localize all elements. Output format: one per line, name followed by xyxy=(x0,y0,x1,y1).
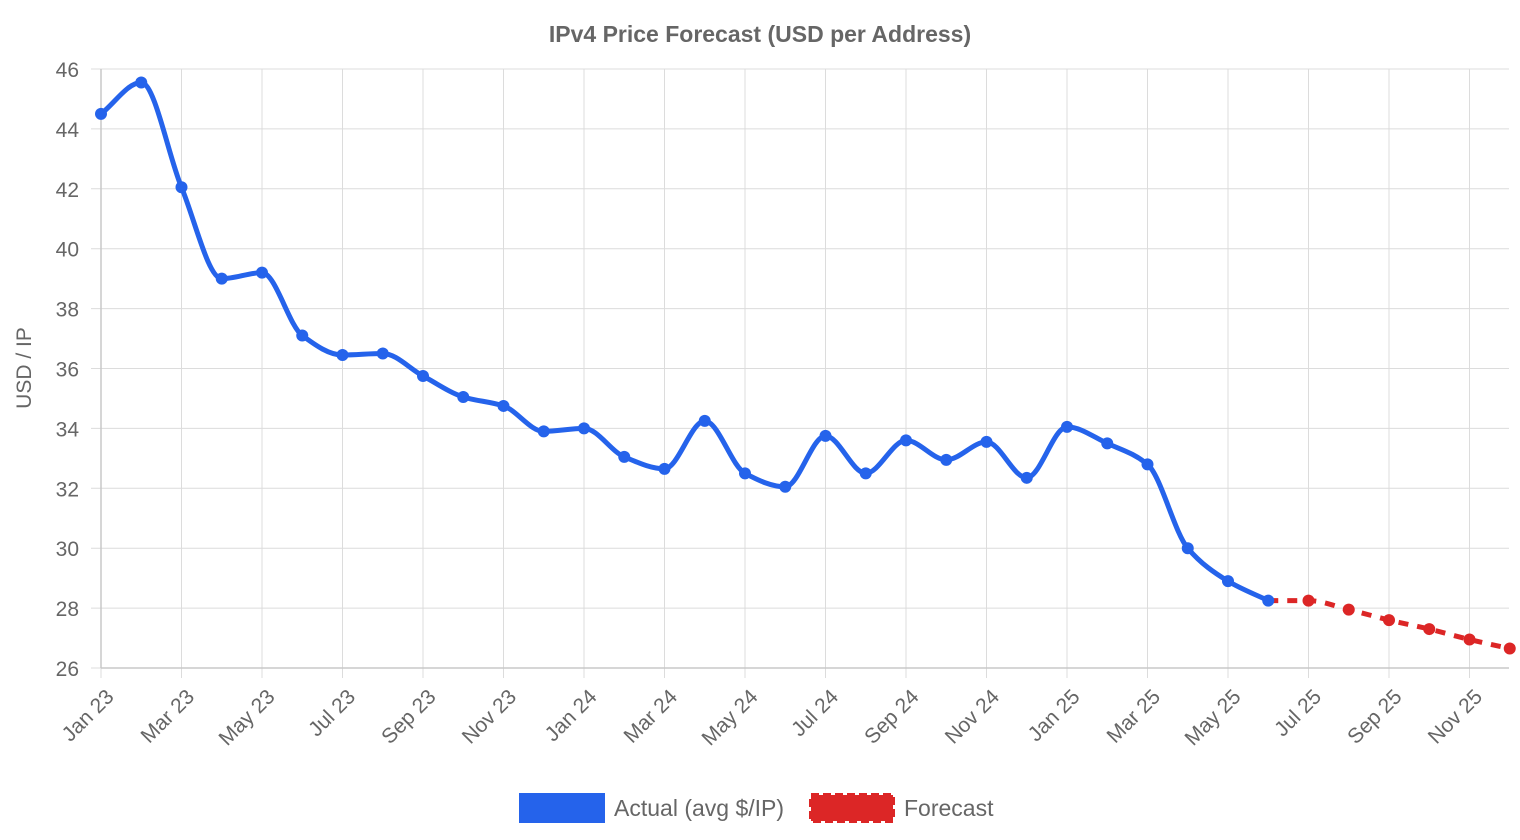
y-tick-labels: 26 28 30 32 34 36 38 40 42 44 46 xyxy=(56,59,80,681)
x-tick-label: May 24 xyxy=(698,685,763,750)
y-tick-label: 30 xyxy=(56,538,79,561)
data-point-forecast[interactable] xyxy=(1383,614,1395,627)
x-tick-label: Nov 24 xyxy=(941,685,1005,749)
x-tick-label: Nov 25 xyxy=(1424,685,1487,748)
x-tick-label: Mar 24 xyxy=(620,685,683,748)
x-tick-label: Sep 23 xyxy=(377,685,440,748)
data-point-forecast[interactable] xyxy=(1463,633,1476,646)
y-axis-label: USD / IP xyxy=(13,327,36,409)
data-point-actual[interactable] xyxy=(779,480,792,493)
data-point-actual[interactable] xyxy=(417,369,429,382)
data-point-actual[interactable] xyxy=(658,462,671,475)
x-tick-label: Nov 23 xyxy=(458,685,521,748)
y-tick-label: 38 xyxy=(56,299,79,322)
x-tick-label: Mar 25 xyxy=(1103,685,1165,747)
data-point-actual[interactable] xyxy=(1061,420,1073,433)
x-tick-label: Jan 23 xyxy=(58,685,119,746)
data-point-actual[interactable] xyxy=(819,429,832,442)
data-point-actual[interactable] xyxy=(336,349,349,362)
axes xyxy=(100,69,1509,669)
data-point-actual[interactable] xyxy=(1020,471,1033,484)
data-point-forecast[interactable] xyxy=(1503,642,1516,655)
x-tick-label: Jul 25 xyxy=(1270,685,1326,741)
y-tick-label: 44 xyxy=(56,119,80,142)
data-point-actual[interactable] xyxy=(175,181,188,194)
chart-title: IPv4 Price Forecast (USD per Address) xyxy=(549,21,971,47)
y-tick-label: 32 xyxy=(56,478,79,501)
x-tick-label: Jan 24 xyxy=(541,685,602,746)
legend-swatch-forecast xyxy=(809,793,895,823)
data-point-forecast[interactable] xyxy=(1342,603,1355,616)
x-tick-label: Sep 24 xyxy=(860,685,924,749)
data-point-actual[interactable] xyxy=(215,272,228,285)
data-point-forecast[interactable] xyxy=(1423,623,1436,636)
series-layer xyxy=(95,76,1516,655)
legend-label-actual: Actual (avg $/IP) xyxy=(614,795,784,821)
y-tick-label: 28 xyxy=(56,598,79,621)
data-point-actual[interactable] xyxy=(135,76,148,89)
data-point-actual[interactable] xyxy=(618,450,631,463)
data-point-actual[interactable] xyxy=(1101,437,1114,450)
legend-label-forecast: Forecast xyxy=(904,795,994,821)
series-line-actual xyxy=(98,79,1271,604)
data-point-actual[interactable] xyxy=(256,266,268,279)
data-point-actual[interactable] xyxy=(578,422,590,435)
data-point-actual[interactable] xyxy=(698,414,711,427)
data-point-actual[interactable] xyxy=(95,107,107,120)
grid-lines xyxy=(91,68,1509,678)
data-point-actual[interactable] xyxy=(859,467,872,480)
data-point-actual[interactable] xyxy=(296,329,309,342)
y-tick-label: 46 xyxy=(56,59,79,82)
x-tick-labels: Jan 23 Mar 23 May 23 Jul 23 Sep 23 Nov 23 Jan … xyxy=(58,685,1487,750)
data-point-forecast[interactable] xyxy=(1302,594,1315,607)
y-tick-label: 40 xyxy=(56,239,79,262)
x-tick-label: Mar 23 xyxy=(137,685,199,747)
data-point-actual[interactable] xyxy=(940,453,953,466)
x-tick-label: Jan 25 xyxy=(1024,685,1085,746)
data-point-actual[interactable] xyxy=(900,434,912,447)
data-point-actual[interactable] xyxy=(537,425,550,438)
x-tick-label: May 23 xyxy=(215,685,280,750)
y-tick-label: 42 xyxy=(56,179,79,202)
y-tick-label: 26 xyxy=(56,658,79,681)
data-point-actual[interactable] xyxy=(457,390,470,403)
data-point-actual[interactable] xyxy=(497,399,510,412)
data-point-actual[interactable] xyxy=(739,467,751,480)
y-tick-label: 34 xyxy=(56,418,80,441)
data-point-actual[interactable] xyxy=(1181,542,1194,555)
data-point-actual[interactable] xyxy=(980,435,993,448)
data-point-actual[interactable] xyxy=(1222,575,1234,588)
data-point-actual[interactable] xyxy=(1141,458,1154,471)
x-tick-label: Jul 23 xyxy=(304,685,360,741)
legend-swatch-actual xyxy=(519,793,605,823)
x-tick-label: Jul 24 xyxy=(787,685,843,741)
x-tick-label: May 25 xyxy=(1181,685,1246,750)
y-tick-label: 36 xyxy=(56,359,79,382)
legend: Actual (avg $/IP) Forecast xyxy=(519,793,994,823)
data-point-actual[interactable] xyxy=(376,347,389,360)
data-point-actual[interactable] xyxy=(1262,594,1275,607)
x-tick-label: Sep 25 xyxy=(1343,685,1406,748)
